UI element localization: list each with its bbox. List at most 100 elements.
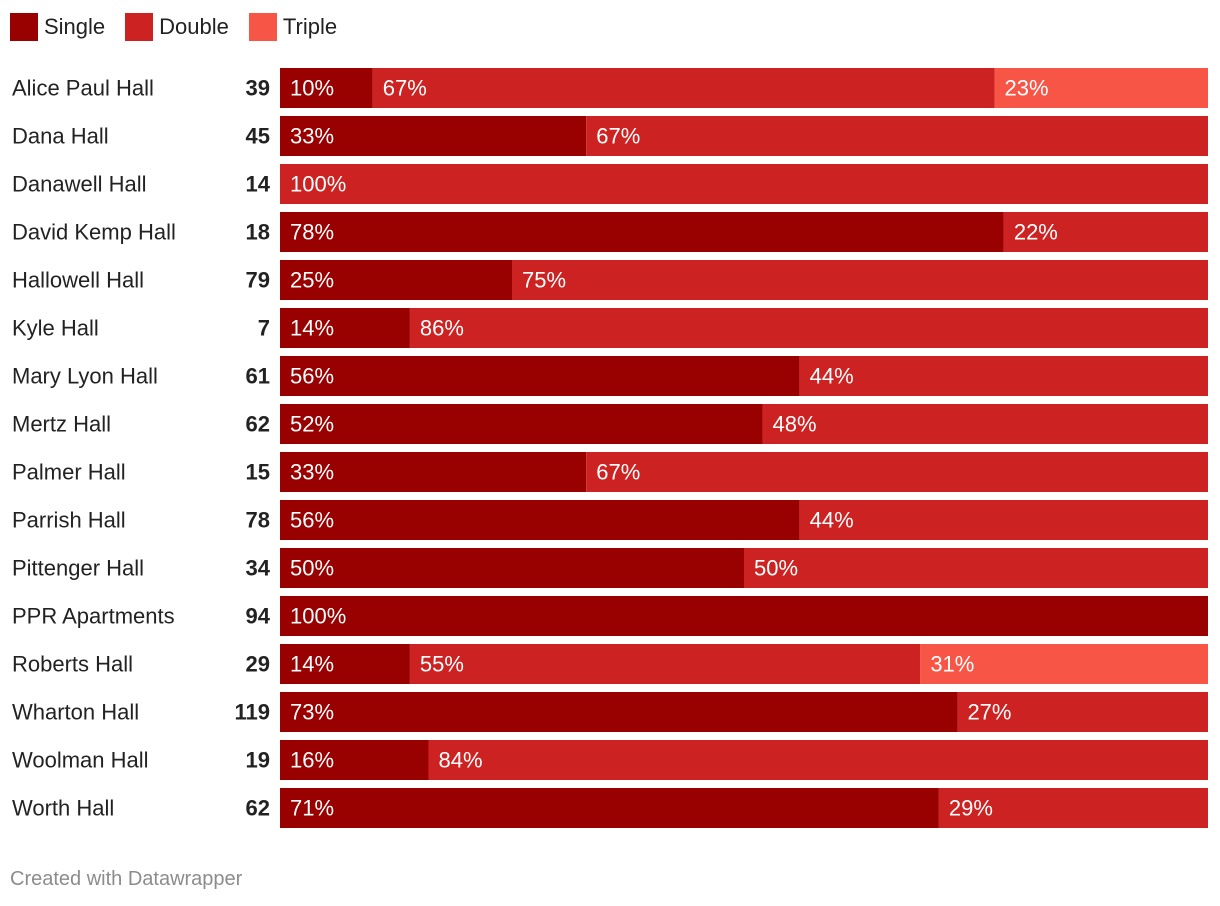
bar-row-alice-paul-hall: Alice Paul Hall 39 10% 67% 23% <box>12 68 1208 108</box>
data-label-double: 55% <box>420 652 464 677</box>
bar-row-ppr-apartments: PPR Apartments 94 100% <box>12 596 1208 636</box>
row-total: 29 <box>246 652 270 677</box>
row-label: PPR Apartments <box>12 604 175 629</box>
data-label-single: 33% <box>290 460 334 485</box>
bar-segment-double <box>280 164 1208 204</box>
bar-row-mertz-hall: Mertz Hall 62 52% 48% <box>12 404 1208 444</box>
legend-label-single: Single <box>44 14 106 39</box>
legend-item-single: Single <box>10 13 105 41</box>
data-label-double: 44% <box>810 508 854 533</box>
row-total: 119 <box>235 700 271 725</box>
row-label: Hallowell Hall <box>12 268 144 293</box>
bar-segment-single <box>280 740 429 780</box>
data-label-single: 50% <box>290 556 334 581</box>
bar-row-hallowell-hall: Hallowell Hall 79 25% 75% <box>12 260 1208 300</box>
data-label-triple: 23% <box>1005 76 1049 101</box>
row-total: 15 <box>246 460 270 485</box>
data-label-single: 14% <box>290 316 334 341</box>
bar-segment-double <box>799 500 1208 540</box>
row-total: 45 <box>246 124 270 149</box>
data-label-double: 67% <box>596 460 640 485</box>
data-label-single: 33% <box>290 124 334 149</box>
bar-segment-double <box>428 740 1209 780</box>
row-total: 18 <box>246 220 270 245</box>
row-total: 62 <box>246 796 270 821</box>
row-total: 94 <box>246 604 271 629</box>
bar-row-woolman-hall: Woolman Hall 19 16% 84% <box>12 740 1209 780</box>
bar-row-david-kemp-hall: David Kemp Hall 18 78% 22% <box>12 212 1208 252</box>
bar-segment-single <box>280 548 744 588</box>
data-label-single: 16% <box>290 748 334 773</box>
row-label: Mary Lyon Hall <box>12 364 158 389</box>
data-label-single: 73% <box>290 700 334 725</box>
bar-segment-single <box>280 404 763 444</box>
legend-label-double: Double <box>159 14 229 39</box>
data-label-double: 50% <box>754 556 798 581</box>
row-total: 62 <box>246 412 270 437</box>
bar-segment-double <box>409 644 921 684</box>
row-label: Wharton Hall <box>12 700 139 725</box>
bar-segment-double <box>586 452 1208 492</box>
data-label-double: 29% <box>949 796 993 821</box>
bar-row-worth-hall: Worth Hall 62 71% 29% <box>12 788 1208 828</box>
data-label-double: 67% <box>383 76 427 101</box>
bar-segment-double <box>409 308 1208 348</box>
bar-row-pittenger-hall: Pittenger Hall 34 50% 50% <box>12 548 1208 588</box>
bar-segment-triple <box>920 644 1208 684</box>
bar-row-parrish-hall: Parrish Hall 78 56% 44% <box>12 500 1208 540</box>
data-label-single: 52% <box>290 412 334 437</box>
bar-segment-double <box>586 116 1208 156</box>
bar-segment-single <box>280 788 939 828</box>
bar-segment-double <box>762 404 1208 444</box>
row-label: Dana Hall <box>12 124 109 149</box>
row-total: 79 <box>246 268 270 293</box>
stacked-bar-chart: Alice Paul Hall 39 10% 67% 23% Dana Hall 45 33%… <box>12 68 1209 828</box>
bar-segment-single <box>280 452 587 492</box>
bar-segment-single <box>280 356 800 396</box>
bar-row-dana-hall: Dana Hall 45 33% 67% <box>12 116 1208 156</box>
data-label-single: 78% <box>290 220 334 245</box>
bar-segment-single <box>280 692 958 732</box>
bar-row-kyle-hall: Kyle Hall 7 14% 86% <box>12 308 1208 348</box>
data-label-double: 100% <box>290 172 346 197</box>
bar-segment-single <box>280 596 1208 636</box>
bar-row-mary-lyon-hall: Mary Lyon Hall 61 56% 44% <box>12 356 1208 396</box>
data-label-triple: 31% <box>930 652 974 677</box>
row-label: Kyle Hall <box>12 316 99 341</box>
footer-credit: Created with Datawrapper <box>10 868 243 890</box>
data-label-double: 86% <box>420 316 464 341</box>
bar-row-danawell-hall: Danawell Hall 14 100% <box>12 164 1208 204</box>
row-total: 34 <box>246 556 271 581</box>
chart-legend: Single Double Triple <box>10 12 357 42</box>
row-total: 39 <box>246 76 270 101</box>
bar-segment-single <box>280 500 800 540</box>
row-label: Pittenger Hall <box>12 556 144 581</box>
bar-segment-double <box>957 692 1208 732</box>
row-label: Parrish Hall <box>12 508 126 533</box>
bar-segment-double <box>938 788 1208 828</box>
data-label-single: 56% <box>290 508 334 533</box>
bar-segment-single <box>280 644 410 684</box>
legend-swatch-single <box>10 13 38 41</box>
data-label-single: 25% <box>290 268 334 293</box>
bar-row-wharton-hall: Wharton Hall 119 73% 27% <box>12 692 1208 732</box>
bar-segment-single <box>280 116 587 156</box>
data-label-double: 67% <box>596 124 640 149</box>
row-label: David Kemp Hall <box>12 220 176 245</box>
bar-segment-single <box>280 212 1004 252</box>
data-label-double: 44% <box>810 364 854 389</box>
row-label: Roberts Hall <box>12 652 133 677</box>
bar-row-palmer-hall: Palmer Hall 15 33% 67% <box>12 452 1208 492</box>
data-label-single: 56% <box>290 364 334 389</box>
data-label-double: 84% <box>438 748 482 773</box>
row-label: Alice Paul Hall <box>12 76 154 101</box>
row-total: 7 <box>258 316 270 341</box>
data-label-double: 27% <box>967 700 1011 725</box>
data-label-double: 48% <box>773 412 817 437</box>
legend-item-double: Double <box>125 13 229 41</box>
row-label: Palmer Hall <box>12 460 126 485</box>
data-label-double: 75% <box>522 268 566 293</box>
data-label-single: 100% <box>290 604 346 629</box>
row-label: Mertz Hall <box>12 412 111 437</box>
data-label-single: 71% <box>290 796 334 821</box>
